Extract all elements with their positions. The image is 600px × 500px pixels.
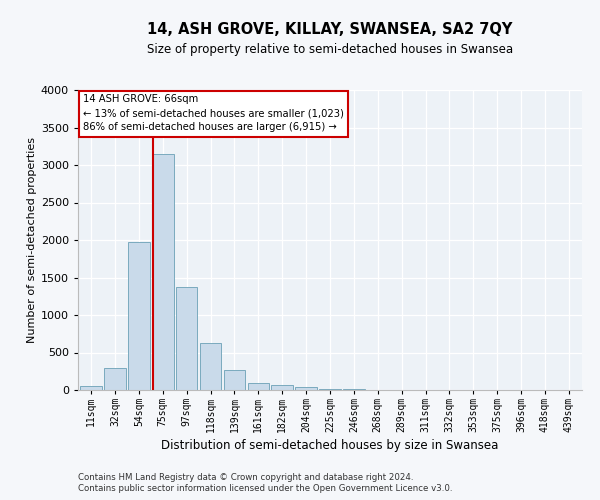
Bar [343,389,365,390]
X-axis label: Distribution of semi-detached houses by size in Swansea: Distribution of semi-detached houses by … [161,439,499,452]
Text: 14 ASH GROVE: 66sqm
← 13% of semi-detached houses are smaller (1,023)
86% of sem: 14 ASH GROVE: 66sqm ← 13% of semi-detach… [83,94,344,132]
Bar [152,154,173,390]
Bar [224,370,245,390]
Bar [248,382,269,390]
Bar [271,385,293,390]
Bar [176,286,197,390]
Bar [128,242,149,390]
Text: Size of property relative to semi-detached houses in Swansea: Size of property relative to semi-detach… [147,42,513,56]
Bar [104,368,126,390]
Bar [319,388,341,390]
Bar [200,343,221,390]
Text: 14, ASH GROVE, KILLAY, SWANSEA, SA2 7QY: 14, ASH GROVE, KILLAY, SWANSEA, SA2 7QY [148,22,512,38]
Text: Contains HM Land Registry data © Crown copyright and database right 2024.: Contains HM Land Registry data © Crown c… [78,472,413,482]
Text: Contains public sector information licensed under the Open Government Licence v3: Contains public sector information licen… [78,484,452,493]
Bar [295,386,317,390]
Bar [80,386,102,390]
Y-axis label: Number of semi-detached properties: Number of semi-detached properties [26,137,37,343]
